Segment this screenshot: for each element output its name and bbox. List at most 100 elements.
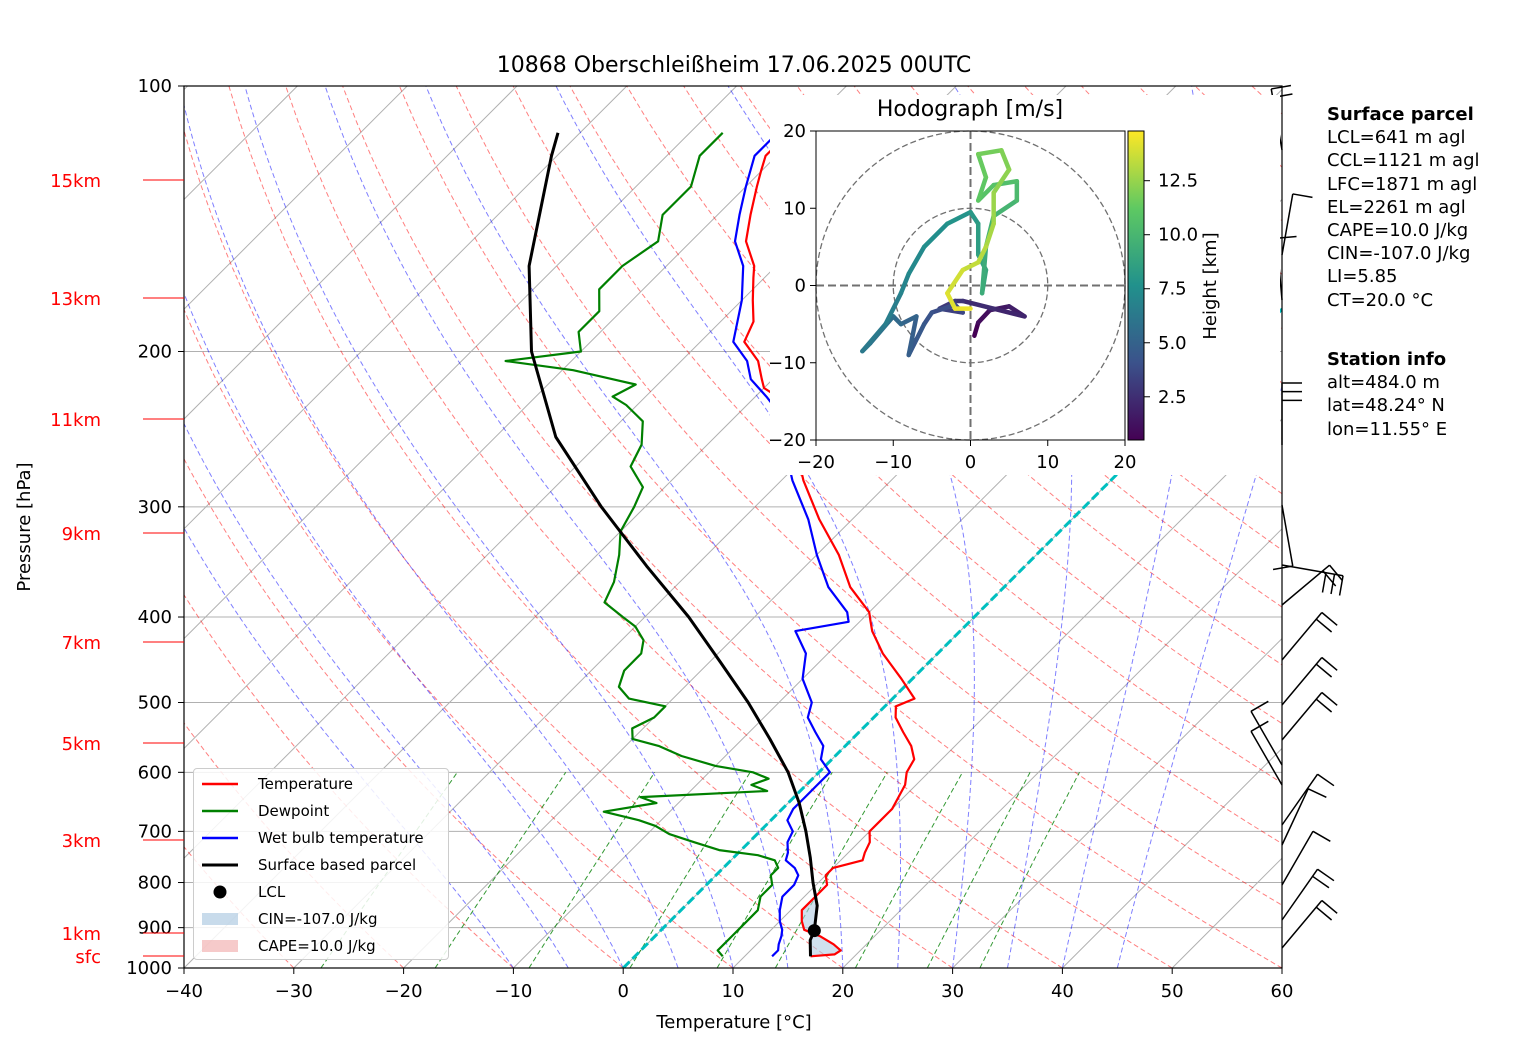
series-line-wet-bulb-temperature xyxy=(732,132,850,958)
isotherm xyxy=(184,86,628,530)
series-line-temperature xyxy=(743,132,916,958)
wind-barb-flag xyxy=(1317,868,1335,882)
hodograph-segment xyxy=(960,260,981,273)
y-tick-label: 200 xyxy=(138,342,172,363)
hodograph-segment xyxy=(991,167,1012,196)
colorbar-tick-label: 2.5 xyxy=(1158,387,1187,408)
wind-barb-flag xyxy=(1271,84,1292,90)
wind-barb-flag xyxy=(1321,691,1338,706)
y-axis-ticks: 100 200 300 400 500 600 700 800 900 1000 xyxy=(126,76,184,979)
wind-barb xyxy=(1250,730,1283,786)
wind-barb xyxy=(1281,830,1314,886)
height-marker-label: 13km xyxy=(50,289,101,310)
y-tick-label: 900 xyxy=(138,918,172,939)
hodograph-segment xyxy=(960,298,996,311)
x-tick-label: 20 xyxy=(831,981,854,1002)
series-line-surface-based-parcel xyxy=(527,132,819,957)
colorbar-tick-label: 10.0 xyxy=(1158,225,1198,246)
isotherm xyxy=(184,86,408,310)
wind-barb xyxy=(1281,900,1323,949)
wind-barb xyxy=(1281,692,1323,741)
hodograph-y-tick-label: 10 xyxy=(783,198,806,219)
series-line-dewpoint xyxy=(504,132,780,958)
legend-label: LCL xyxy=(258,883,286,901)
isotherm xyxy=(952,637,1282,968)
legend-item-cape: CAPE=10.0 J/kg xyxy=(202,935,442,957)
hodograph-segment xyxy=(975,151,989,180)
dry-adiabat xyxy=(184,308,734,968)
wind-barb-flag xyxy=(1312,830,1331,842)
x-tick-label: −40 xyxy=(165,981,203,1002)
wind-barb xyxy=(1281,504,1294,567)
hodograph-segment xyxy=(979,244,989,296)
wind-barb-flag xyxy=(1338,575,1344,596)
hodograph-segment xyxy=(945,267,966,296)
hodograph-segment xyxy=(921,221,950,250)
height-marker-label: 11km xyxy=(50,410,101,431)
hodograph-x-tick-label: −10 xyxy=(874,452,912,473)
legend-swatch xyxy=(202,836,238,840)
moist-adiabat xyxy=(953,86,1073,968)
x-tick-label: 40 xyxy=(1051,981,1074,1002)
hodograph-y-tick-label: 20 xyxy=(783,121,806,142)
legend-swatch xyxy=(202,940,238,952)
hodograph-segment xyxy=(945,209,973,226)
legend-label: Dewpoint xyxy=(258,802,330,820)
moist-adiabat xyxy=(184,422,569,968)
height-marker-label: 5km xyxy=(62,734,101,755)
wind-barb xyxy=(1281,868,1319,921)
x-tick-label: −30 xyxy=(275,981,313,1002)
hodograph-segment xyxy=(929,302,958,315)
y-axis-label: Pressure [hPa] xyxy=(14,462,35,591)
y-tick-label: 300 xyxy=(138,497,172,518)
legend-swatch xyxy=(213,885,227,899)
wind-barb-flag xyxy=(1317,773,1335,787)
chart-title: 10868 Oberschleißheim 17.06.2025 00UTC xyxy=(497,53,972,78)
dry-adiabat xyxy=(184,457,624,968)
ct-value: CT=20.0 °C xyxy=(1327,289,1434,311)
legend-swatch xyxy=(202,809,238,813)
wind-barb-flag xyxy=(1315,906,1333,921)
hodograph-segment xyxy=(975,175,989,203)
legend-swatch xyxy=(202,863,238,867)
height-marker-label: 9km xyxy=(62,524,101,545)
hodograph-x-tick-label: −20 xyxy=(797,452,835,473)
station-latitude: lat=48.24° N xyxy=(1327,395,1445,417)
y-tick-label: 800 xyxy=(138,873,172,894)
y-tick-label: 600 xyxy=(138,762,172,783)
hodograph-segment xyxy=(983,221,996,250)
cin-value: CIN=-107.0 J/kg xyxy=(1327,243,1471,265)
wind-barb-flag xyxy=(1328,564,1343,581)
legend-item-temperature: Temperature xyxy=(202,773,442,795)
moist-adiabat xyxy=(1116,384,1282,968)
dry-adiabat xyxy=(285,86,1063,968)
y-tick-label: 700 xyxy=(138,821,172,842)
legend-item-cin: CIN=-107.0 J/kg xyxy=(202,908,442,930)
moist-adiabat xyxy=(324,86,789,968)
hodograph-x-tick-label: 0 xyxy=(965,452,976,473)
hodograph-x-tick-label: 20 xyxy=(1114,452,1137,473)
isotherm xyxy=(842,528,1282,968)
hodograph-segment xyxy=(991,306,1027,319)
dry-adiabat xyxy=(342,86,1173,968)
hodograph-y-tick-label: −10 xyxy=(768,353,806,374)
wind-barb xyxy=(1281,193,1294,256)
dry-adiabat xyxy=(228,86,953,968)
legend-label: Temperature xyxy=(258,775,354,793)
x-axis-label: Temperature [°C] xyxy=(655,1012,811,1033)
wind-barb-flag xyxy=(1307,788,1327,798)
station-info-heading: Station info xyxy=(1327,349,1447,370)
wind-barb-flag xyxy=(1315,618,1333,633)
wind-barb-flag xyxy=(1321,572,1327,593)
height-marker-label: 1km xyxy=(62,924,101,945)
hodograph-segment xyxy=(945,290,958,311)
dry-adiabat xyxy=(569,86,1282,784)
dry-adiabat xyxy=(455,86,1282,906)
hodograph-segment xyxy=(906,314,919,358)
x-tick-label: 10 xyxy=(722,981,745,1002)
colorbar-tick-label: 5.0 xyxy=(1158,333,1187,354)
wind-barb xyxy=(1281,612,1323,661)
x-tick-label: 60 xyxy=(1271,981,1294,1002)
